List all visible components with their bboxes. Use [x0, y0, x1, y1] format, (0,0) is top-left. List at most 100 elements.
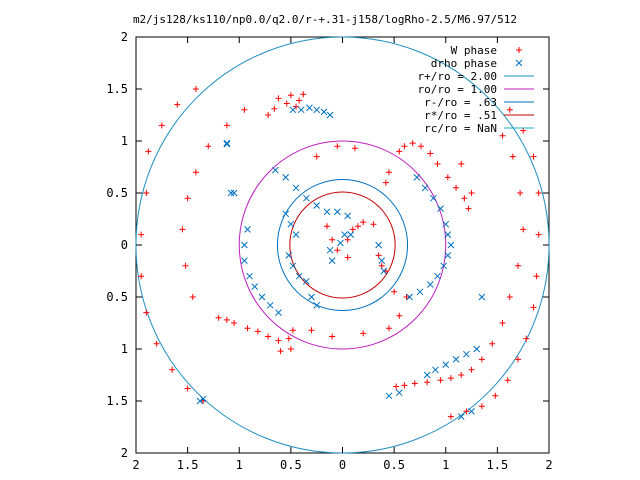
data-point — [275, 309, 282, 316]
data-point — [169, 366, 176, 373]
data-point — [520, 226, 527, 233]
x-tick-label: 1 — [442, 458, 449, 472]
data-point — [385, 392, 393, 400]
data-point — [447, 413, 454, 420]
data-point — [241, 241, 248, 249]
data-point — [341, 231, 348, 238]
data-point — [199, 395, 207, 403]
data-point — [246, 272, 253, 280]
y-tick-label: 2 — [121, 446, 128, 460]
data-point — [499, 320, 506, 326]
data-point — [530, 153, 537, 160]
data-point — [275, 95, 282, 102]
data-point — [520, 127, 527, 134]
data-point — [411, 380, 418, 387]
y-tick-label: 0.5 — [106, 290, 128, 304]
data-point — [282, 174, 290, 181]
data-point — [138, 273, 145, 280]
data-point — [344, 236, 351, 243]
data-point — [423, 371, 431, 379]
chart-title: m2/js128/ks110/np0.0/q2.0/r-+.31-j158/lo… — [133, 13, 517, 26]
legend-swatch — [515, 59, 523, 67]
legend-label: r+/ro = 2.00 — [418, 70, 497, 83]
data-point — [329, 333, 336, 340]
data-point — [347, 231, 355, 238]
data-point — [189, 294, 196, 300]
data-point — [285, 252, 293, 259]
data-point — [468, 190, 475, 196]
axis-layer: 2 1.5 1 0.5 0 0.5 1 1.5 221.510.500.511.52 — [106, 30, 552, 472]
data-point — [275, 337, 282, 344]
data-point — [205, 143, 212, 150]
data-point — [406, 293, 413, 301]
data-point — [375, 252, 382, 259]
x-tick-label: 2 — [545, 458, 552, 472]
data-point — [287, 346, 294, 352]
data-point — [223, 139, 231, 147]
data-point — [463, 408, 470, 415]
data-point — [265, 112, 272, 118]
data-point — [289, 262, 297, 270]
data-point — [417, 143, 424, 150]
y-tick-label: 0.5 — [106, 186, 128, 200]
data-point — [442, 361, 450, 368]
x-tick-label: 1 — [236, 458, 243, 472]
legend-label: drho phase — [431, 57, 497, 70]
data-point — [196, 397, 204, 405]
data-point — [478, 356, 485, 363]
data-point — [271, 105, 278, 112]
data-point — [401, 143, 408, 150]
data-point — [334, 143, 341, 150]
data-point — [403, 294, 410, 300]
data-point — [434, 160, 441, 167]
data-point — [138, 231, 145, 238]
data-point — [344, 254, 351, 261]
data-point — [533, 273, 540, 280]
data-point — [283, 100, 290, 107]
data-point — [258, 293, 266, 301]
data-point — [265, 333, 272, 340]
data-point — [489, 340, 496, 347]
y-tick-label: 1.5 — [106, 394, 128, 408]
data-point — [266, 301, 274, 309]
data-point — [463, 350, 470, 358]
data-point — [395, 389, 403, 397]
data-point — [296, 97, 303, 104]
data-point — [326, 111, 334, 119]
data-point — [378, 262, 385, 269]
data-point — [468, 366, 475, 373]
data-point — [349, 226, 356, 233]
data-point — [468, 408, 475, 415]
data-point — [421, 184, 429, 192]
data-point — [244, 325, 251, 332]
data-point — [292, 184, 300, 192]
data-point — [313, 153, 320, 160]
data-point — [458, 372, 465, 378]
data-point — [499, 132, 506, 139]
data-point — [184, 195, 191, 202]
data-point — [254, 328, 261, 335]
data-point — [437, 205, 444, 212]
x-tick-label: 0.5 — [383, 458, 405, 472]
data-point — [297, 106, 305, 114]
data-point — [453, 184, 460, 191]
data-point — [440, 262, 448, 270]
data-point — [320, 108, 328, 116]
data-point — [523, 335, 530, 342]
data-point — [430, 194, 437, 202]
data-point — [461, 195, 468, 202]
x-tick-label: 2 — [132, 458, 139, 472]
data-point — [313, 106, 321, 114]
data-point — [447, 241, 455, 249]
data-point — [241, 106, 248, 113]
data-point — [230, 189, 238, 197]
data-point — [452, 356, 460, 363]
y-tick-label: 2 — [121, 30, 128, 44]
data-point — [351, 145, 358, 152]
data-point — [442, 220, 450, 228]
data-point — [360, 330, 367, 337]
legend-label: ro/ro = 1.00 — [418, 83, 497, 96]
data-point — [396, 148, 403, 155]
data-point — [333, 208, 341, 216]
data-point — [158, 122, 165, 129]
